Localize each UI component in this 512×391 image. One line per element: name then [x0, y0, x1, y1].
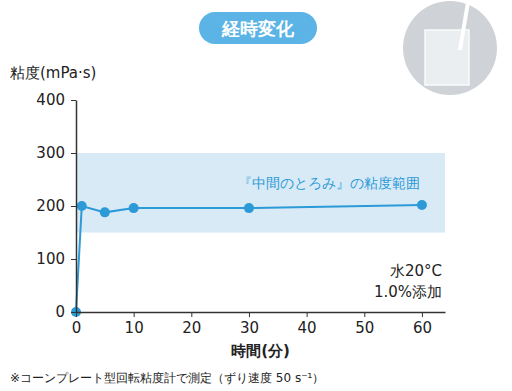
- title-pill: [199, 12, 317, 44]
- tick-mark: [71, 153, 76, 154]
- annotation: 1.0%添加: [374, 283, 442, 301]
- x-axis-title: 時間(分): [231, 342, 290, 360]
- powder-stream: [458, 2, 470, 50]
- y-axis-title: 粘度(mPa·s): [10, 64, 96, 82]
- tick-label: 300: [36, 144, 65, 162]
- tick-mark: [191, 312, 192, 317]
- plot-area: [71, 153, 445, 317]
- tick: 50: [355, 312, 374, 337]
- tick-label: 0: [72, 319, 82, 337]
- photo-decoration: [403, 1, 497, 95]
- tick: 40: [298, 312, 317, 337]
- annotation: 水20°C: [390, 262, 442, 280]
- tick: 0: [72, 312, 82, 337]
- data-point: [129, 203, 139, 213]
- tick-label: 0: [55, 303, 65, 321]
- tick-mark: [307, 312, 308, 317]
- data-point: [77, 201, 87, 211]
- tick-label: 50: [355, 319, 374, 337]
- tick-label: 30: [240, 319, 259, 337]
- footnote: ※コーンプレート型回転粘度計で測定（ずり速度 50 s⁻¹）: [10, 371, 324, 385]
- title: 経時変化: [221, 18, 295, 39]
- tick-label: 10: [125, 319, 144, 337]
- tick-mark: [71, 312, 76, 313]
- tick: 10: [125, 312, 144, 337]
- chart: 経時変化 0 100 200 300 400 0 10 20 30 40 50 60 粘度(mPa·s) 時…: [0, 0, 512, 391]
- tick: 60: [413, 312, 432, 337]
- y-axis: 0 100 200 300 400: [36, 91, 76, 321]
- tick: 100: [36, 250, 76, 268]
- tick-mark: [71, 206, 76, 207]
- axis-line: [77, 312, 446, 314]
- tick-mark: [364, 312, 365, 317]
- band-label: 『中間のとろみ』の粘度範囲: [238, 175, 420, 191]
- data-line: [76, 205, 422, 312]
- photo-circle: [403, 1, 497, 95]
- tick: 300: [36, 144, 76, 162]
- tick-mark: [71, 259, 76, 260]
- tick-label: 20: [182, 319, 201, 337]
- tick-mark: [134, 312, 135, 317]
- tick: 200: [36, 197, 76, 215]
- tick-label: 200: [36, 197, 65, 215]
- tick-mark: [71, 100, 76, 101]
- data-point: [100, 207, 110, 217]
- tick-mark: [422, 312, 423, 317]
- tick-mark: [249, 312, 250, 317]
- viscosity-band: [76, 153, 445, 233]
- data-point: [417, 200, 427, 210]
- tick-mark: [76, 312, 77, 317]
- tick-label: 400: [36, 91, 65, 109]
- x-axis: 0 10 20 30 40 50 60: [72, 312, 446, 337]
- tick: 400: [36, 91, 76, 109]
- data-point: [244, 203, 254, 213]
- tick-label: 60: [413, 319, 432, 337]
- title-group: 経時変化: [199, 12, 317, 44]
- tick: 30: [240, 312, 259, 337]
- tick-label: 100: [36, 250, 65, 268]
- tick: 20: [182, 312, 201, 337]
- tick-label: 40: [298, 319, 317, 337]
